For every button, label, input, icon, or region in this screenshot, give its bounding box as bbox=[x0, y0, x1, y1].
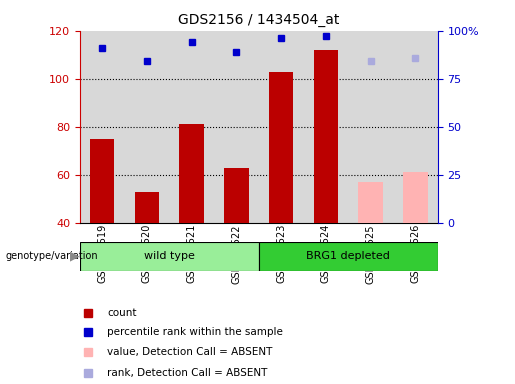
Bar bbox=[403, 172, 427, 223]
Text: rank, Detection Call = ABSENT: rank, Detection Call = ABSENT bbox=[107, 368, 268, 378]
Bar bbox=[269, 71, 294, 223]
Bar bbox=[224, 167, 249, 223]
Bar bbox=[134, 192, 159, 223]
Bar bbox=[358, 182, 383, 223]
Text: wild type: wild type bbox=[144, 251, 195, 262]
Bar bbox=[80, 242, 259, 271]
Text: count: count bbox=[107, 308, 137, 318]
Bar bbox=[90, 139, 114, 223]
Text: ▶: ▶ bbox=[70, 250, 79, 263]
Text: percentile rank within the sample: percentile rank within the sample bbox=[107, 327, 283, 337]
Title: GDS2156 / 1434504_at: GDS2156 / 1434504_at bbox=[178, 13, 339, 27]
Text: BRG1 depleted: BRG1 depleted bbox=[306, 251, 390, 262]
Bar bbox=[259, 242, 438, 271]
Bar bbox=[179, 124, 204, 223]
Text: genotype/variation: genotype/variation bbox=[5, 251, 98, 261]
Bar bbox=[314, 50, 338, 223]
Text: value, Detection Call = ABSENT: value, Detection Call = ABSENT bbox=[107, 347, 272, 357]
